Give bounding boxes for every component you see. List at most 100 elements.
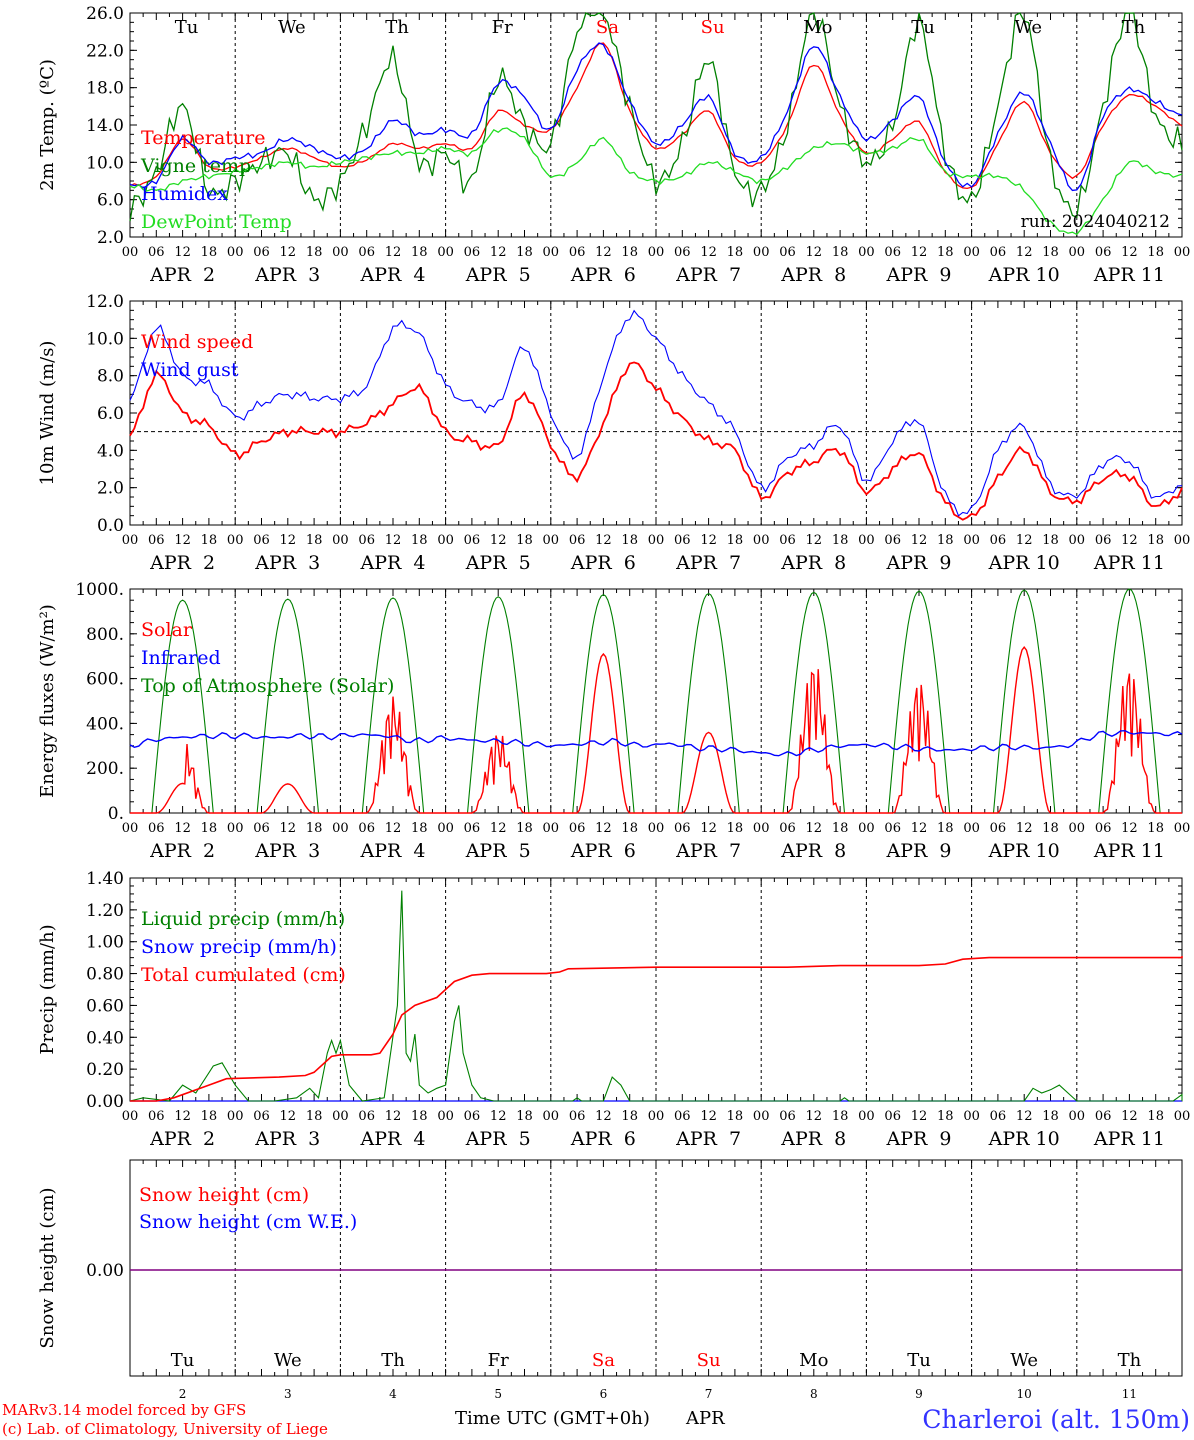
hour-tick-label: 00 [648,1109,665,1124]
hour-tick-label: 00 [858,533,875,548]
hour-tick-label: 00 [753,533,770,548]
hour-tick-label: 12 [911,245,928,260]
y-tick-label: 0.00 [86,1092,124,1112]
hour-tick-label: 00 [858,1109,875,1124]
y-tick-label: 1000. [75,580,124,600]
hour-tick-label: 18 [937,821,954,836]
weekday-label: Th [1118,1350,1142,1371]
day-label: APR 3 [254,264,320,286]
y-axis-2: 0. 200. 400. 600. 800. 1000. Energy fluxes (W/… [37,580,1182,824]
hour-tick-label: 00 [648,533,665,548]
hour-tick-label: 12 [385,821,402,836]
hour-tick-label: 06 [569,533,586,548]
y-tick-label: 12.0 [86,292,124,312]
legend-entry: Vigne temp [140,155,251,177]
hour-tick-label: 00 [227,533,244,548]
hour-tick-label: 00 [227,245,244,260]
hour-tick-label: 06 [253,1109,270,1124]
y-axis-4: 0.00 Snow height (cm) [37,1187,137,1349]
hour-tick-label: 00 [648,821,665,836]
hour-tick-label: 12 [1016,1109,1033,1124]
hour-tick-label: 18 [516,245,533,260]
y-axis-0: 2.0 6.0 10.0 14.0 18.0 22.0 26.0 2m Temp. (ºC) [37,4,1182,248]
day-number: 2 [179,1387,187,1401]
y-tick-label: 0.00 [86,1261,124,1281]
y-tick-label: 14.0 [86,116,124,136]
legend-entry: Snow precip (mm/h) [141,936,337,958]
hour-tick-label: 06 [1095,245,1112,260]
day-number: 7 [705,1387,713,1401]
hour-tick-label: 12 [595,1109,612,1124]
day-label: APR 11 [1093,552,1165,574]
hour-tick-label: 06 [148,245,165,260]
precip-line-total [130,956,1183,1102]
hour-tick-label: 12 [595,821,612,836]
hour-tick-label: 12 [1016,821,1033,836]
panel-border [129,300,1183,526]
hour-tick-label: 00 [963,1109,980,1124]
hour-tick-label: 18 [411,245,428,260]
hour-tick-label: 12 [595,533,612,548]
hour-tick-label: 00 [648,245,665,260]
legend-entry: Wind gust [141,359,239,381]
hour-tick-label: 18 [937,245,954,260]
y-tick-label: 26.0 [86,4,124,24]
hour-tick-label: 18 [832,1109,849,1124]
panel-frame-1 [129,300,1183,526]
hour-tick-label: 00 [122,245,139,260]
y-tick-label: 200. [86,759,124,779]
y-tick-label: 800. [86,625,124,645]
day-label: APR 7 [675,1128,741,1150]
weekday-label: Th [381,1350,405,1371]
hour-tick-label: 00 [543,1109,560,1124]
weekday-label: Th [385,17,409,38]
weekday-label: Tu [907,1350,931,1371]
hour-tick-label: 00 [753,821,770,836]
hour-tick-label: 12 [385,245,402,260]
y-tick-label: 600. [86,670,124,690]
panel-frame-0 [129,12,1183,238]
weekday-label: Tu [911,17,935,38]
hour-tick-label: 12 [700,1109,717,1124]
hour-tick-label: 00 [1174,533,1191,548]
hour-tick-label: 00 [437,1109,454,1124]
hour-tick-label: 12 [1121,533,1138,548]
weekday-labels-bottom: Tu We Th Fr Sa Su Mo Tu We Th [171,1350,1142,1371]
y-tick-label: 0.40 [86,1028,124,1048]
x-axis-month: APR [685,1408,725,1429]
day-label: APR 2 [149,1128,215,1150]
day-label: APR 3 [254,552,320,574]
hour-tick-label: 00 [1174,821,1191,836]
hour-tick-label: 00 [1069,821,1086,836]
hour-tick-label: 00 [543,533,560,548]
hour-tick-label: 06 [1095,533,1112,548]
weekday-label: Sa [596,17,619,38]
weekday-label: We [274,1350,302,1371]
day-label: APR 2 [149,552,215,574]
y-tick-label: 6.0 [97,191,124,211]
hour-tick-label: 00 [332,821,349,836]
hour-tick-label: 06 [779,821,796,836]
y-tick-label: 1.40 [86,869,124,889]
legend-entry: Wind speed [141,331,253,353]
day-label: APR 6 [570,840,636,862]
hour-tick-label: 18 [727,1109,744,1124]
day-label: APR 9 [886,840,952,862]
day-label: APR 4 [360,840,426,862]
hour-tick-label: 06 [464,821,481,836]
hour-tick-label: 18 [306,821,323,836]
hour-tick-label: 18 [201,245,218,260]
panel-frame-4 [129,1159,1183,1377]
day-label: APR 5 [465,840,531,862]
station-title: Charleroi (alt. 150m) [922,1405,1190,1434]
day-label: APR 4 [360,552,426,574]
hour-tick-label: 00 [1069,1109,1086,1124]
hour-tick-label: 00 [1069,533,1086,548]
hour-tick-label: 18 [516,533,533,548]
hour-tick-label: 06 [464,533,481,548]
hour-tick-label: 06 [148,821,165,836]
temperature-line-temperature [129,42,1183,190]
hour-tick-label: 18 [516,1109,533,1124]
hour-tick-label: 12 [1121,1109,1138,1124]
hour-tick-label: 06 [674,245,691,260]
